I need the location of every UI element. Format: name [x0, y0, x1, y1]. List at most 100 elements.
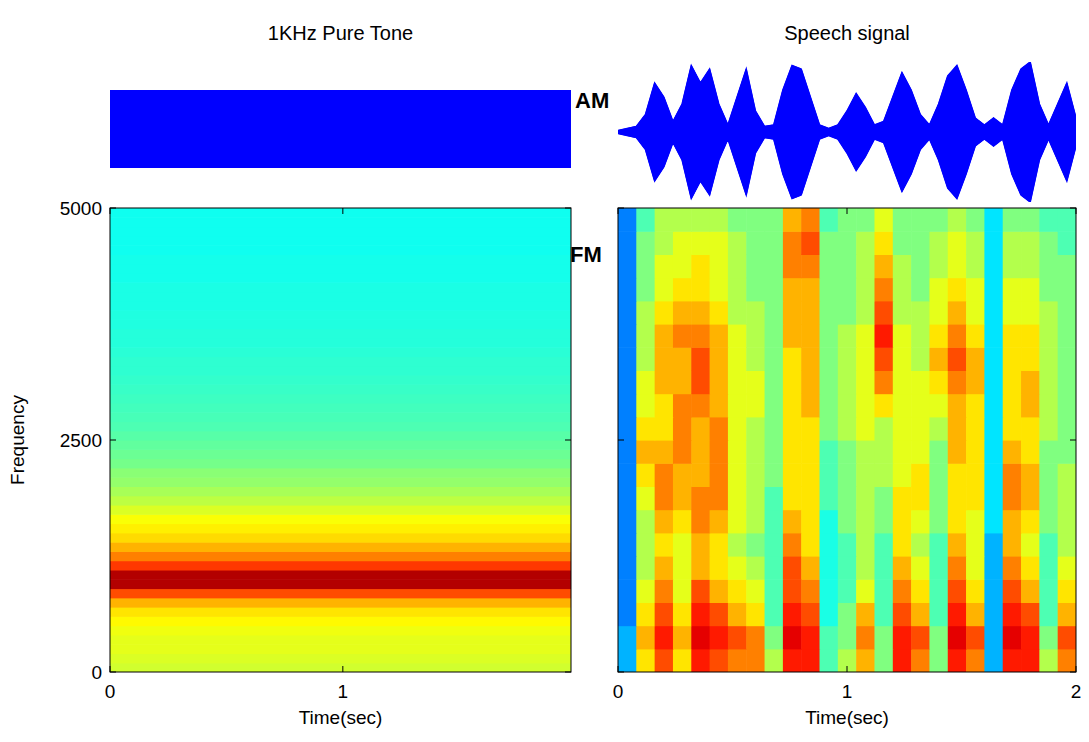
cell — [1021, 533, 1040, 557]
cell — [984, 324, 1003, 348]
cell — [966, 324, 985, 348]
cell — [1039, 324, 1058, 348]
cell — [746, 579, 765, 603]
cell — [893, 278, 912, 302]
tick — [565, 440, 571, 441]
cell — [655, 533, 674, 557]
cell — [838, 301, 857, 325]
cell — [765, 486, 784, 510]
cell — [618, 324, 637, 348]
cell — [765, 649, 784, 672]
cell — [618, 301, 637, 325]
cell — [820, 208, 839, 232]
cell — [874, 417, 893, 441]
cell — [783, 602, 802, 626]
cell — [783, 417, 802, 441]
cell — [966, 440, 985, 464]
cell — [911, 394, 930, 418]
cell — [1039, 556, 1058, 580]
cell — [746, 370, 765, 394]
cell — [618, 510, 637, 534]
cell — [1058, 394, 1076, 418]
cell — [728, 301, 747, 325]
cell — [801, 649, 820, 672]
cell — [820, 533, 839, 557]
cell — [948, 324, 967, 348]
cell — [1021, 626, 1040, 650]
cell — [636, 231, 655, 255]
cell — [966, 301, 985, 325]
cell — [893, 602, 912, 626]
cell — [1058, 301, 1076, 325]
cell — [110, 440, 571, 450]
cell — [856, 301, 875, 325]
panel-title: Speech signal — [784, 22, 910, 44]
cell — [1003, 278, 1022, 302]
cell — [710, 394, 729, 418]
cell — [110, 338, 571, 348]
cell — [929, 278, 948, 302]
cell — [1039, 370, 1058, 394]
cell — [966, 463, 985, 487]
cell — [856, 254, 875, 278]
cell — [728, 602, 747, 626]
cell — [838, 417, 857, 441]
cell — [893, 370, 912, 394]
cell — [110, 236, 571, 246]
cell — [673, 301, 692, 325]
cell — [929, 510, 948, 534]
cell — [1003, 556, 1022, 580]
cell — [655, 254, 674, 278]
cell — [710, 417, 729, 441]
cell — [673, 533, 692, 557]
cell — [710, 649, 729, 672]
cell — [911, 486, 930, 510]
cell — [710, 510, 729, 534]
cell — [984, 278, 1003, 302]
cell — [691, 208, 710, 232]
cell — [655, 463, 674, 487]
cell — [801, 254, 820, 278]
cell — [984, 208, 1003, 232]
cell — [911, 254, 930, 278]
cell — [746, 556, 765, 580]
cell — [966, 626, 985, 650]
cell — [710, 370, 729, 394]
cell — [618, 394, 637, 418]
cell — [948, 626, 967, 650]
cell — [911, 463, 930, 487]
cell — [110, 254, 571, 264]
cell — [984, 254, 1003, 278]
cell — [728, 579, 747, 603]
cell — [1021, 301, 1040, 325]
cell — [1003, 254, 1022, 278]
cell — [655, 486, 674, 510]
cell — [911, 602, 930, 626]
cell — [838, 394, 857, 418]
plot-frame — [110, 208, 571, 672]
tick — [1076, 208, 1077, 214]
tick — [342, 208, 343, 214]
cell — [911, 324, 930, 348]
cell — [893, 301, 912, 325]
tick — [1070, 672, 1076, 673]
cell — [856, 649, 875, 672]
cell — [838, 486, 857, 510]
cell — [966, 486, 985, 510]
cell — [856, 417, 875, 441]
cell — [801, 510, 820, 534]
cell — [929, 208, 948, 232]
cell — [1003, 324, 1022, 348]
cell — [820, 649, 839, 672]
cell — [618, 208, 637, 232]
cell — [1058, 278, 1076, 302]
cell — [728, 324, 747, 348]
cell — [838, 533, 857, 557]
cell — [655, 510, 674, 534]
cell — [1058, 417, 1076, 441]
cell — [618, 278, 637, 302]
cell — [1039, 649, 1058, 672]
cell — [110, 431, 571, 441]
cell — [1021, 231, 1040, 255]
tick-label: 1 — [338, 681, 349, 702]
